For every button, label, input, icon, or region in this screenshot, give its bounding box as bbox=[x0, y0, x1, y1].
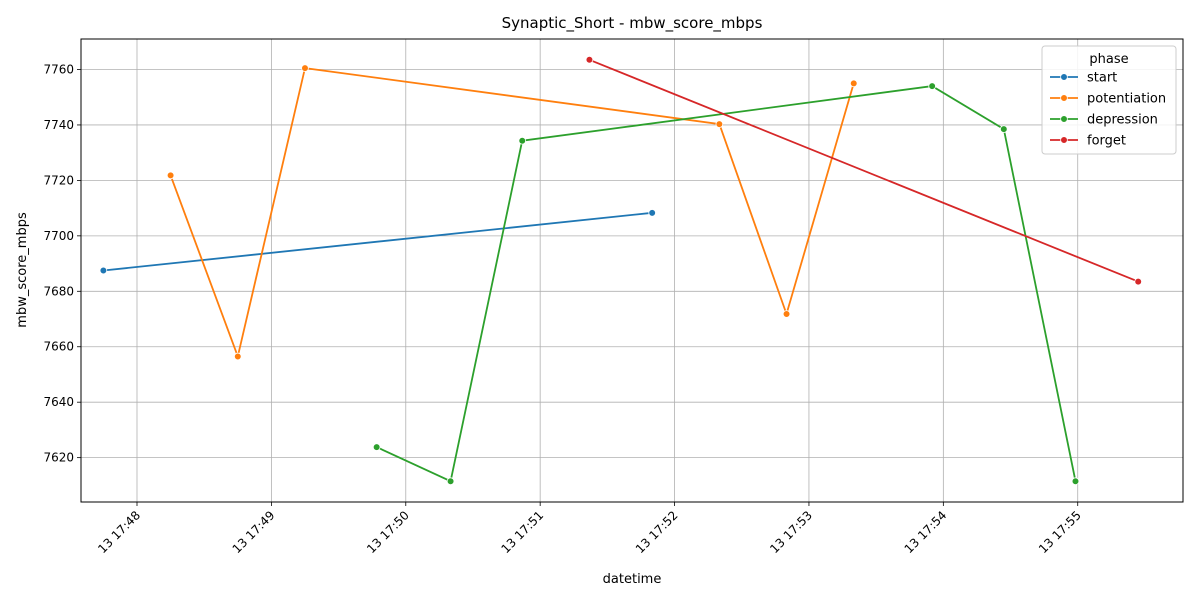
data-point-potentiation bbox=[166, 171, 175, 180]
data-point-forget bbox=[585, 55, 594, 64]
data-point-depression bbox=[446, 477, 455, 486]
legend-label-forget: forget bbox=[1087, 134, 1126, 149]
data-point-potentiation bbox=[301, 64, 309, 72]
legend: phase start potentiation depression forget bbox=[1041, 45, 1177, 155]
grid-layer bbox=[81, 39, 1183, 502]
legend-label-start: start bbox=[1087, 71, 1117, 86]
series-layer bbox=[99, 55, 1143, 486]
chart-title: Synaptic_Short - mbw_score_mbps bbox=[502, 14, 763, 33]
y-tick-label: 7740 bbox=[43, 118, 74, 132]
series-depression bbox=[372, 82, 1080, 486]
y-tick-label: 7620 bbox=[43, 451, 74, 465]
legend-label-potentiation: potentiation bbox=[1087, 92, 1166, 107]
series-forget bbox=[585, 55, 1143, 286]
data-point-potentiation bbox=[782, 310, 791, 318]
data-point-start bbox=[99, 266, 108, 275]
data-point-start bbox=[648, 209, 656, 217]
data-point-potentiation bbox=[715, 120, 724, 128]
series-line-depression bbox=[376, 85, 1077, 483]
data-point-forget bbox=[1134, 277, 1143, 286]
legend-box bbox=[1041, 45, 1177, 155]
y-tick-label: 7700 bbox=[43, 229, 74, 243]
y-tick-label: 7660 bbox=[43, 340, 74, 354]
data-point-depression bbox=[518, 136, 527, 145]
legend-label-depression: depression bbox=[1087, 113, 1158, 128]
y-tick-label: 7760 bbox=[43, 62, 74, 76]
series-line-potentiation bbox=[169, 67, 855, 360]
series-start bbox=[99, 209, 656, 275]
y-tick-label: 7720 bbox=[43, 173, 74, 187]
legend-title: phase bbox=[1089, 52, 1128, 67]
plot-frame bbox=[80, 38, 1184, 503]
series-line-forget bbox=[589, 58, 1139, 283]
y-tick-label: 7640 bbox=[43, 395, 74, 409]
y-axis-label: mbw_score_mbps bbox=[15, 212, 30, 328]
data-point-potentiation bbox=[233, 352, 242, 361]
legend-marker-start bbox=[1060, 73, 1068, 81]
legend-marker-potentiation bbox=[1060, 94, 1068, 102]
series-potentiation bbox=[166, 64, 858, 361]
data-point-depression bbox=[1071, 477, 1080, 486]
legend-marker-depression bbox=[1060, 115, 1068, 123]
data-point-depression bbox=[1000, 125, 1008, 133]
y-tick-label: 7680 bbox=[43, 284, 74, 298]
x-axis-label: datetime bbox=[603, 572, 662, 587]
data-point-depression bbox=[928, 82, 936, 90]
legend-marker-forget bbox=[1060, 136, 1068, 144]
data-point-potentiation bbox=[849, 79, 858, 88]
series-line-start bbox=[103, 211, 653, 272]
data-point-depression bbox=[372, 443, 381, 451]
